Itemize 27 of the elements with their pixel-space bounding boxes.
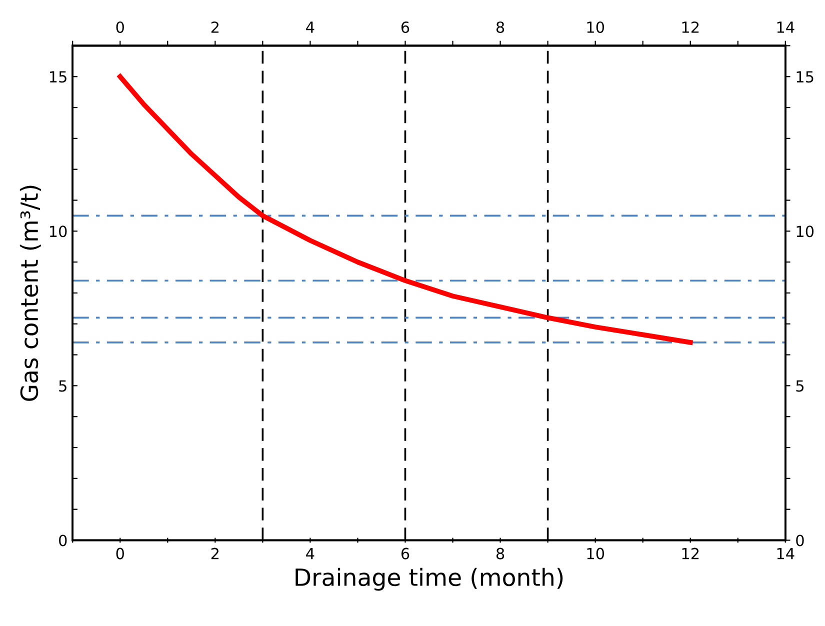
x2-tick-label: 6 — [401, 21, 410, 34]
x-tick-label: 0 — [116, 548, 124, 560]
x2-tick-label: 2 — [211, 21, 218, 33]
x-axis-title: Drainage time (month) — [296, 568, 563, 591]
x2-tick-label: 4 — [306, 22, 314, 33]
y-tick-label: 10 — [50, 226, 67, 238]
x-tick-label: 6 — [401, 548, 410, 560]
line-series — [118, 74, 693, 345]
x2-tick-label: 10 — [587, 21, 604, 34]
y2-tick-label: 0 — [796, 534, 804, 546]
x-tick-label: 2 — [211, 548, 218, 560]
y-axis-title: Gas content (m³/t) — [20, 186, 41, 401]
x-tick-label: 8 — [496, 548, 504, 560]
x2-tick-label: 14 — [777, 22, 794, 33]
x-tick-label: 4 — [306, 548, 314, 560]
x2-tick-label: 0 — [116, 21, 124, 34]
y-tick-label: 15 — [50, 71, 66, 83]
y-tick-label: 5 — [59, 380, 66, 392]
y2-tick-label: 15 — [796, 71, 814, 83]
x2-tick-label: 8 — [496, 21, 504, 34]
y-tick-label: 0 — [59, 534, 67, 546]
x-tick-label: 12 — [682, 548, 699, 560]
y2-tick-label: 10 — [796, 226, 814, 238]
x-tick-label: 10 — [587, 548, 604, 560]
x2-tick-label: 12 — [682, 21, 699, 33]
x-tick-label: 14 — [777, 548, 794, 560]
y2-tick-label: 5 — [796, 380, 804, 392]
